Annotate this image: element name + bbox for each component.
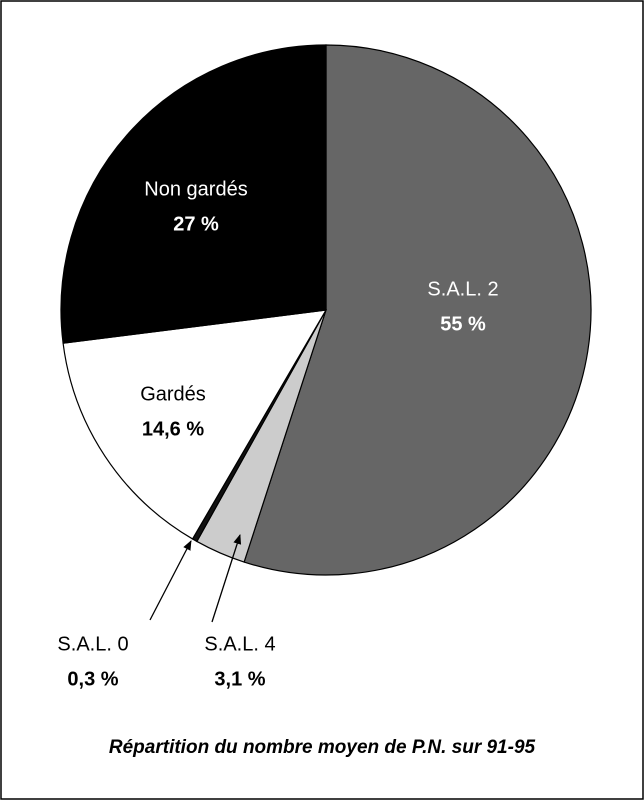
value-label: 0,3 % <box>67 668 118 690</box>
chart-title: Répartition du nombre moyen de P.N. sur … <box>109 737 536 758</box>
pie-slice <box>62 309 328 540</box>
slice-label: S.A.L. 0 <box>57 633 128 655</box>
value-label: 55 % <box>440 313 486 335</box>
leader-arrow <box>149 540 192 621</box>
pie-slice <box>243 44 592 576</box>
pie-slice <box>60 44 327 344</box>
slice-label: S.A.L. 2 <box>427 278 498 300</box>
slice-label: S.A.L. 4 <box>204 633 275 655</box>
slice-label: Gardés <box>140 383 206 405</box>
value-label: 27 % <box>173 213 219 235</box>
leader-arrow <box>211 534 242 623</box>
value-label: 14,6 % <box>142 418 204 440</box>
value-label: 3,1 % <box>214 668 265 690</box>
slice-label: Non gardés <box>144 178 247 200</box>
